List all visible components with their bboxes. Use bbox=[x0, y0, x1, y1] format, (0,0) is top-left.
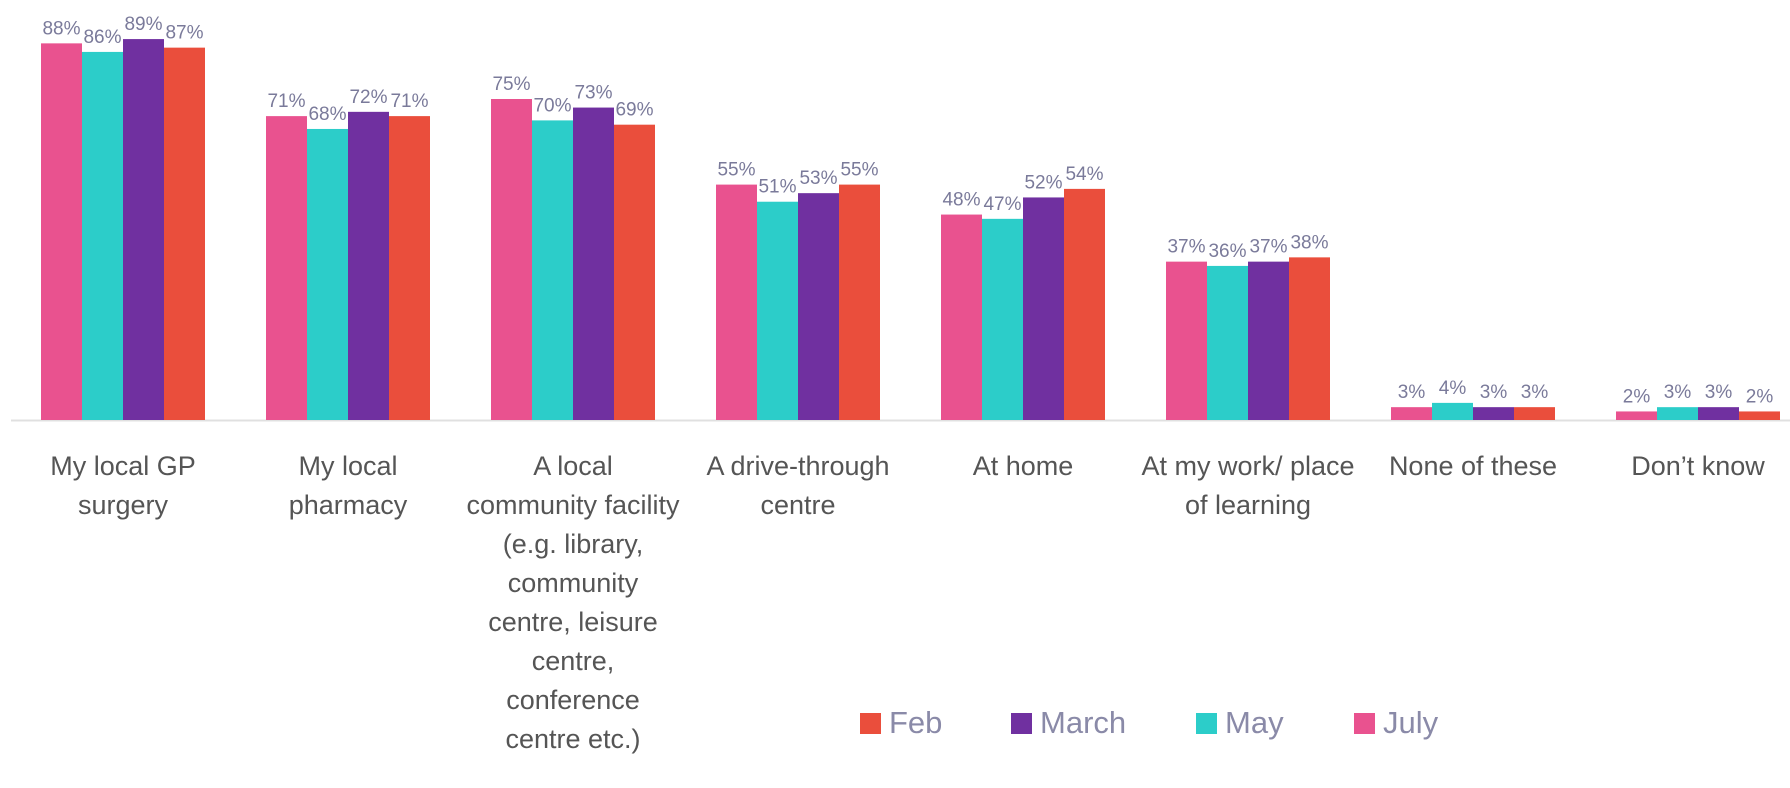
data-label: 3% bbox=[1664, 382, 1692, 403]
category-label: A local community facility (e.g. library… bbox=[466, 451, 680, 754]
legend-swatch bbox=[1196, 713, 1217, 734]
data-label: 3% bbox=[1521, 382, 1549, 403]
bar bbox=[82, 51, 123, 421]
bar bbox=[1514, 407, 1555, 420]
data-label: 3% bbox=[1480, 382, 1508, 403]
bar bbox=[941, 214, 982, 420]
bar bbox=[1023, 197, 1064, 420]
category-label: A drive-through centre bbox=[706, 451, 890, 520]
data-label: 47% bbox=[983, 194, 1021, 215]
data-label: 73% bbox=[574, 83, 612, 104]
bar bbox=[164, 47, 205, 420]
legend-label: Feb bbox=[889, 705, 943, 740]
category-label: My local GP surgery bbox=[50, 451, 196, 520]
data-label: 69% bbox=[615, 100, 653, 121]
category-label: At home bbox=[972, 451, 1074, 481]
legend-label: May bbox=[1225, 705, 1284, 740]
bar bbox=[716, 184, 757, 420]
bar bbox=[1391, 407, 1432, 420]
data-label: 2% bbox=[1746, 386, 1774, 407]
bar bbox=[491, 99, 532, 420]
bar bbox=[41, 43, 82, 421]
category-label: Don’t know bbox=[1631, 451, 1765, 481]
bar bbox=[798, 193, 839, 420]
data-label: 70% bbox=[533, 95, 571, 116]
bar bbox=[307, 128, 348, 420]
category-label: None of these bbox=[1388, 451, 1558, 481]
data-label: 72% bbox=[349, 87, 387, 108]
data-label: 54% bbox=[1065, 164, 1103, 185]
bar bbox=[266, 116, 307, 421]
legend-swatch bbox=[1354, 713, 1375, 734]
bar bbox=[1739, 411, 1780, 420]
data-label: 89% bbox=[124, 14, 162, 35]
bar bbox=[1207, 265, 1248, 420]
bar bbox=[614, 124, 655, 421]
data-label: 68% bbox=[308, 104, 346, 125]
category-label: My local pharmacy bbox=[288, 451, 408, 520]
bar bbox=[389, 116, 430, 421]
data-label: 87% bbox=[165, 23, 203, 44]
bar bbox=[1166, 261, 1207, 420]
data-label: 55% bbox=[840, 160, 878, 181]
data-label: 3% bbox=[1705, 382, 1733, 403]
bar bbox=[1473, 407, 1514, 420]
bar bbox=[1432, 402, 1473, 420]
bar bbox=[982, 218, 1023, 420]
data-label: 3% bbox=[1398, 382, 1426, 403]
data-label: 36% bbox=[1208, 241, 1246, 262]
legend-label: July bbox=[1383, 705, 1439, 740]
data-label: 51% bbox=[758, 177, 796, 198]
legend-label: March bbox=[1040, 705, 1127, 740]
data-label: 48% bbox=[942, 190, 980, 211]
data-label: 75% bbox=[492, 74, 530, 95]
data-label: 71% bbox=[267, 91, 305, 112]
data-label: 37% bbox=[1167, 237, 1205, 258]
data-label: 86% bbox=[83, 27, 121, 48]
bar bbox=[757, 201, 798, 420]
data-label: 71% bbox=[390, 91, 428, 112]
data-label: 4% bbox=[1439, 378, 1467, 399]
bar bbox=[1698, 407, 1739, 420]
data-label: 52% bbox=[1024, 172, 1062, 193]
data-label: 38% bbox=[1290, 232, 1328, 253]
data-label: 37% bbox=[1249, 237, 1287, 258]
bar bbox=[348, 111, 389, 420]
data-label: 55% bbox=[717, 160, 755, 181]
category-label: At my work/ place of learning bbox=[1141, 451, 1355, 520]
data-label: 53% bbox=[799, 168, 837, 189]
bar bbox=[532, 120, 573, 421]
bar bbox=[123, 39, 164, 421]
data-label: 2% bbox=[1623, 386, 1651, 407]
data-label: 88% bbox=[42, 18, 80, 39]
bar bbox=[1657, 407, 1698, 420]
legend-swatch bbox=[860, 713, 881, 734]
bar bbox=[839, 184, 880, 420]
bar bbox=[1616, 411, 1657, 420]
bar bbox=[573, 107, 614, 420]
bar bbox=[1289, 257, 1330, 420]
bar bbox=[1248, 261, 1289, 420]
bar bbox=[1064, 188, 1105, 420]
legend-swatch bbox=[1011, 713, 1032, 734]
